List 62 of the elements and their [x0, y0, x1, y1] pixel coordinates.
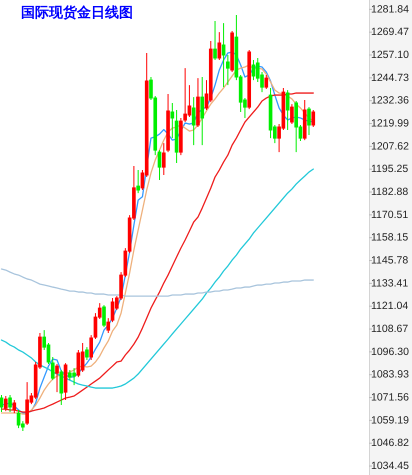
candlestick [174, 110, 178, 164]
y-tick-label: 1257.10 [371, 49, 410, 62]
candlestick [252, 60, 256, 81]
candlestick [72, 368, 76, 386]
y-tick-label: 1034.45 [371, 460, 410, 472]
y-tick-label: 1281.84 [371, 3, 410, 16]
candlestick [290, 104, 294, 125]
candlestick [55, 364, 59, 393]
candlestick [102, 304, 106, 328]
y-tick-label: 1207.62 [371, 140, 410, 152]
y-tick-label: 1182.88 [371, 186, 408, 198]
y-tick-label: 1096.30 [371, 346, 410, 358]
y-tick-label: 1232.36 [371, 94, 410, 107]
candlestick [286, 90, 290, 130]
candlestick [192, 96, 196, 146]
y-tick-label: 1046.82 [371, 437, 410, 450]
y-tick-label: 1170.51 [371, 208, 408, 221]
candlestick [170, 102, 174, 139]
candlestick [25, 382, 29, 426]
candlestick [294, 100, 298, 153]
y-tick-label: 1269.47 [371, 26, 410, 38]
y-tick-label: 1133.41 [371, 277, 408, 290]
candlestick [222, 22, 226, 88]
y-tick-label: 1083.93 [371, 368, 410, 381]
candlestick [136, 170, 140, 194]
y-tick-label: 1121.04 [371, 300, 408, 312]
candlestick [0, 394, 4, 413]
chart-title: 国际现货金日线图 [21, 5, 133, 21]
candlestick [59, 369, 64, 406]
candlestick [196, 78, 200, 128]
candlestick [8, 394, 12, 413]
candlestick [158, 150, 162, 180]
y-tick-label: 1145.78 [371, 254, 408, 267]
candlestick [64, 362, 68, 401]
y-tick-label: 1219.99 [371, 118, 410, 130]
y-tick-label: 1195.25 [371, 163, 408, 176]
candlestick [16, 410, 20, 429]
candlestick [268, 88, 272, 139]
candlestick [4, 395, 8, 412]
line-series [0, 168, 314, 389]
y-tick-label: 1158.15 [371, 232, 408, 244]
candlestick [307, 106, 311, 136]
y-tick-label: 1108.67 [371, 323, 408, 336]
y-tick-label: 1244.73 [371, 72, 410, 84]
candlestick [12, 400, 16, 414]
candlestick [230, 30, 234, 72]
candlestick [264, 74, 268, 90]
candlestick [302, 100, 307, 141]
candlestick [85, 346, 89, 360]
candlestick [183, 68, 187, 123]
line-series [0, 268, 314, 297]
y-tick-label: 1059.19 [371, 414, 410, 426]
candlestick [213, 20, 217, 60]
y-tick-label: 1071.56 [371, 392, 410, 404]
candlestick [179, 117, 183, 156]
candlestick [226, 54, 230, 86]
candlestick [217, 32, 222, 60]
candlestick [89, 334, 94, 360]
candlestick [311, 110, 316, 128]
candlestick [200, 76, 204, 146]
candlestick [247, 50, 252, 110]
candlestick [68, 369, 72, 381]
